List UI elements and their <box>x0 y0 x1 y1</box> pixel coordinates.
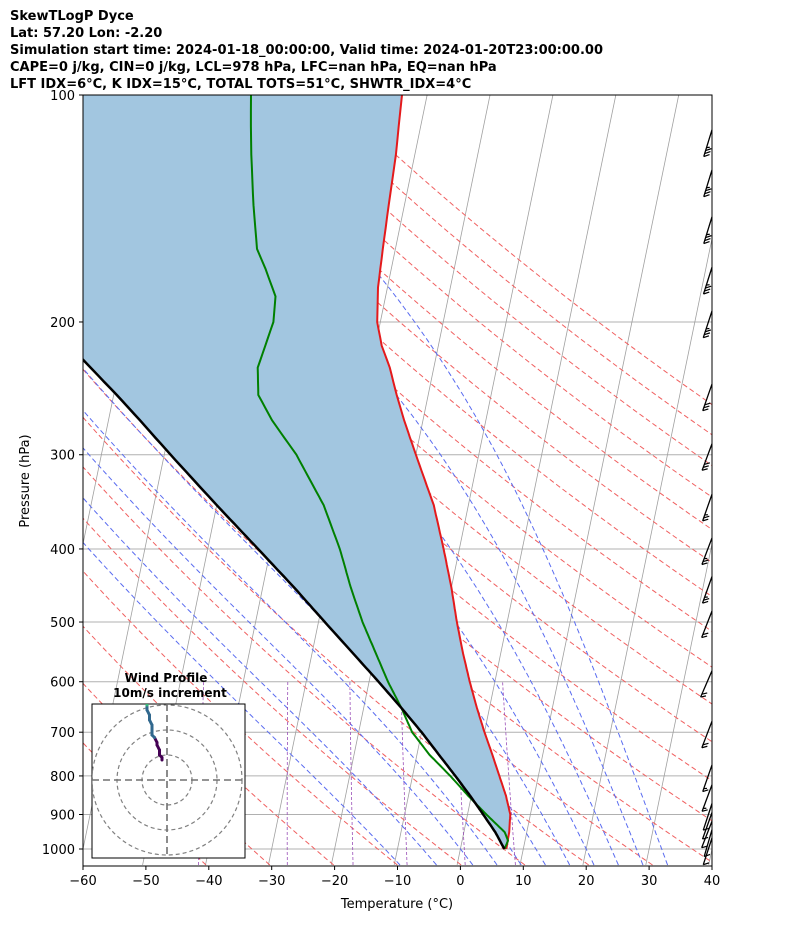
params-text: CAPE=0 j/kg, CIN=0 j/kg, LCL=978 hPa, LF… <box>10 60 497 75</box>
wind-barb <box>702 494 713 522</box>
x-tick-label: −60 <box>69 874 96 889</box>
indices-text: LFT IDX=6°C, K IDX=15°C, TOTAL TOTS=51°C… <box>10 77 472 92</box>
wind-barb <box>702 837 713 866</box>
y-tick-label: 200 <box>50 316 75 331</box>
wind-barb <box>701 720 713 749</box>
cape-cin-area <box>83 95 511 849</box>
x-tick-label: 10 <box>515 874 532 889</box>
dry-adiabat <box>83 233 712 782</box>
dry-adiabat <box>167 95 712 564</box>
dry-adiabat <box>83 149 712 705</box>
parcel-line <box>83 357 506 850</box>
dry-adiabat <box>83 416 589 866</box>
dewpoint-line <box>249 95 510 850</box>
x-axis-label: Temperature (°C) <box>340 897 453 912</box>
moist-adiabat <box>83 497 437 866</box>
isotherm-line <box>582 236 712 866</box>
chart-title: SkewTLogP Dyce <box>10 9 134 24</box>
x-tick-label: 30 <box>641 874 658 889</box>
dry-adiabat <box>102 95 712 632</box>
hodograph-background <box>91 703 246 859</box>
y-tick-label: 800 <box>50 770 75 785</box>
moist-adiabat <box>128 95 644 866</box>
wind-barb <box>701 820 713 849</box>
wind-barb <box>703 129 713 158</box>
chart-title-block: SkewTLogP Dyce Lat: 57.20 Lon: -2.20 Sim… <box>10 8 603 93</box>
isotherm-line <box>708 847 712 866</box>
wind-barb <box>703 169 713 198</box>
wind-barb <box>703 829 713 858</box>
time-text: Simulation start time: 2024-01-18_00:00:… <box>10 43 603 58</box>
y-tick-label: 700 <box>50 726 75 741</box>
wind-barb <box>702 310 713 339</box>
mixing-ratio-line <box>502 681 516 866</box>
moist-adiabat <box>83 202 595 866</box>
dry-adiabat <box>83 190 712 743</box>
x-tick-label: −50 <box>132 874 159 889</box>
x-tick-label: −10 <box>384 874 411 889</box>
axes: −60 −50 −40 −30 −20 −10 0 10 20 30 40 100 200 300 400 5… <box>42 89 720 889</box>
wind-barb <box>703 216 713 245</box>
x-tick-label: 20 <box>578 874 595 889</box>
dry-adiabat <box>83 517 462 866</box>
wind-barb <box>702 764 713 793</box>
y-tick-label: 100 <box>50 89 75 104</box>
dry-adiabat <box>135 95 712 598</box>
hodograph-inset: Wind Profile 10m/s increment <box>91 671 246 859</box>
x-tick-label: 40 <box>704 874 721 889</box>
x-tick-label: −20 <box>321 874 348 889</box>
dry-adiabat <box>83 570 398 866</box>
y-tick-label: 1000 <box>42 843 75 858</box>
y-tick-label: 600 <box>50 676 75 691</box>
isotherm-line <box>393 95 554 866</box>
y-tick-label: 400 <box>50 543 75 558</box>
dry-adiabat <box>83 368 653 866</box>
wind-barbs <box>700 129 713 866</box>
y-tick-label: 300 <box>50 449 75 464</box>
moist-adiabat <box>83 409 498 866</box>
isotherm-line <box>645 541 712 866</box>
y-tick-label: 500 <box>50 616 75 631</box>
x-tick-label: −30 <box>258 874 285 889</box>
dry-adiabat <box>265 95 712 467</box>
hodograph-subtitle: 10m/s increment <box>113 686 227 700</box>
isotherm-line <box>519 95 680 866</box>
x-tick-label: 0 <box>456 874 464 889</box>
wind-barb <box>700 670 713 698</box>
moist-adiabat <box>219 95 669 866</box>
moist-adiabat <box>83 127 619 866</box>
dry-adiabat <box>233 95 712 498</box>
hodograph-title: Wind Profile <box>125 671 208 685</box>
wind-barb <box>701 610 713 639</box>
wind-barb <box>701 784 713 812</box>
moist-adiabat <box>83 447 474 866</box>
dry-adiabat <box>83 625 334 866</box>
wind-barb <box>702 383 713 412</box>
wind-barb <box>701 443 713 471</box>
mixing-ratio-line <box>286 681 289 865</box>
wind-barb <box>701 537 713 566</box>
wind-barb <box>701 812 713 840</box>
moist-adiabat <box>83 541 401 866</box>
wind-barb <box>701 576 713 604</box>
location-text: Lat: 57.20 Lon: -2.20 <box>10 26 163 41</box>
wind-barb <box>702 803 713 831</box>
x-tick-label: −40 <box>195 874 222 889</box>
temperature-line <box>376 95 512 850</box>
profile-layer <box>83 95 512 850</box>
y-axis-label: Pressure (hPa) <box>18 434 33 527</box>
y-tick-label: 900 <box>50 808 75 823</box>
wind-barb <box>702 267 713 295</box>
dry-adiabat <box>83 466 526 866</box>
